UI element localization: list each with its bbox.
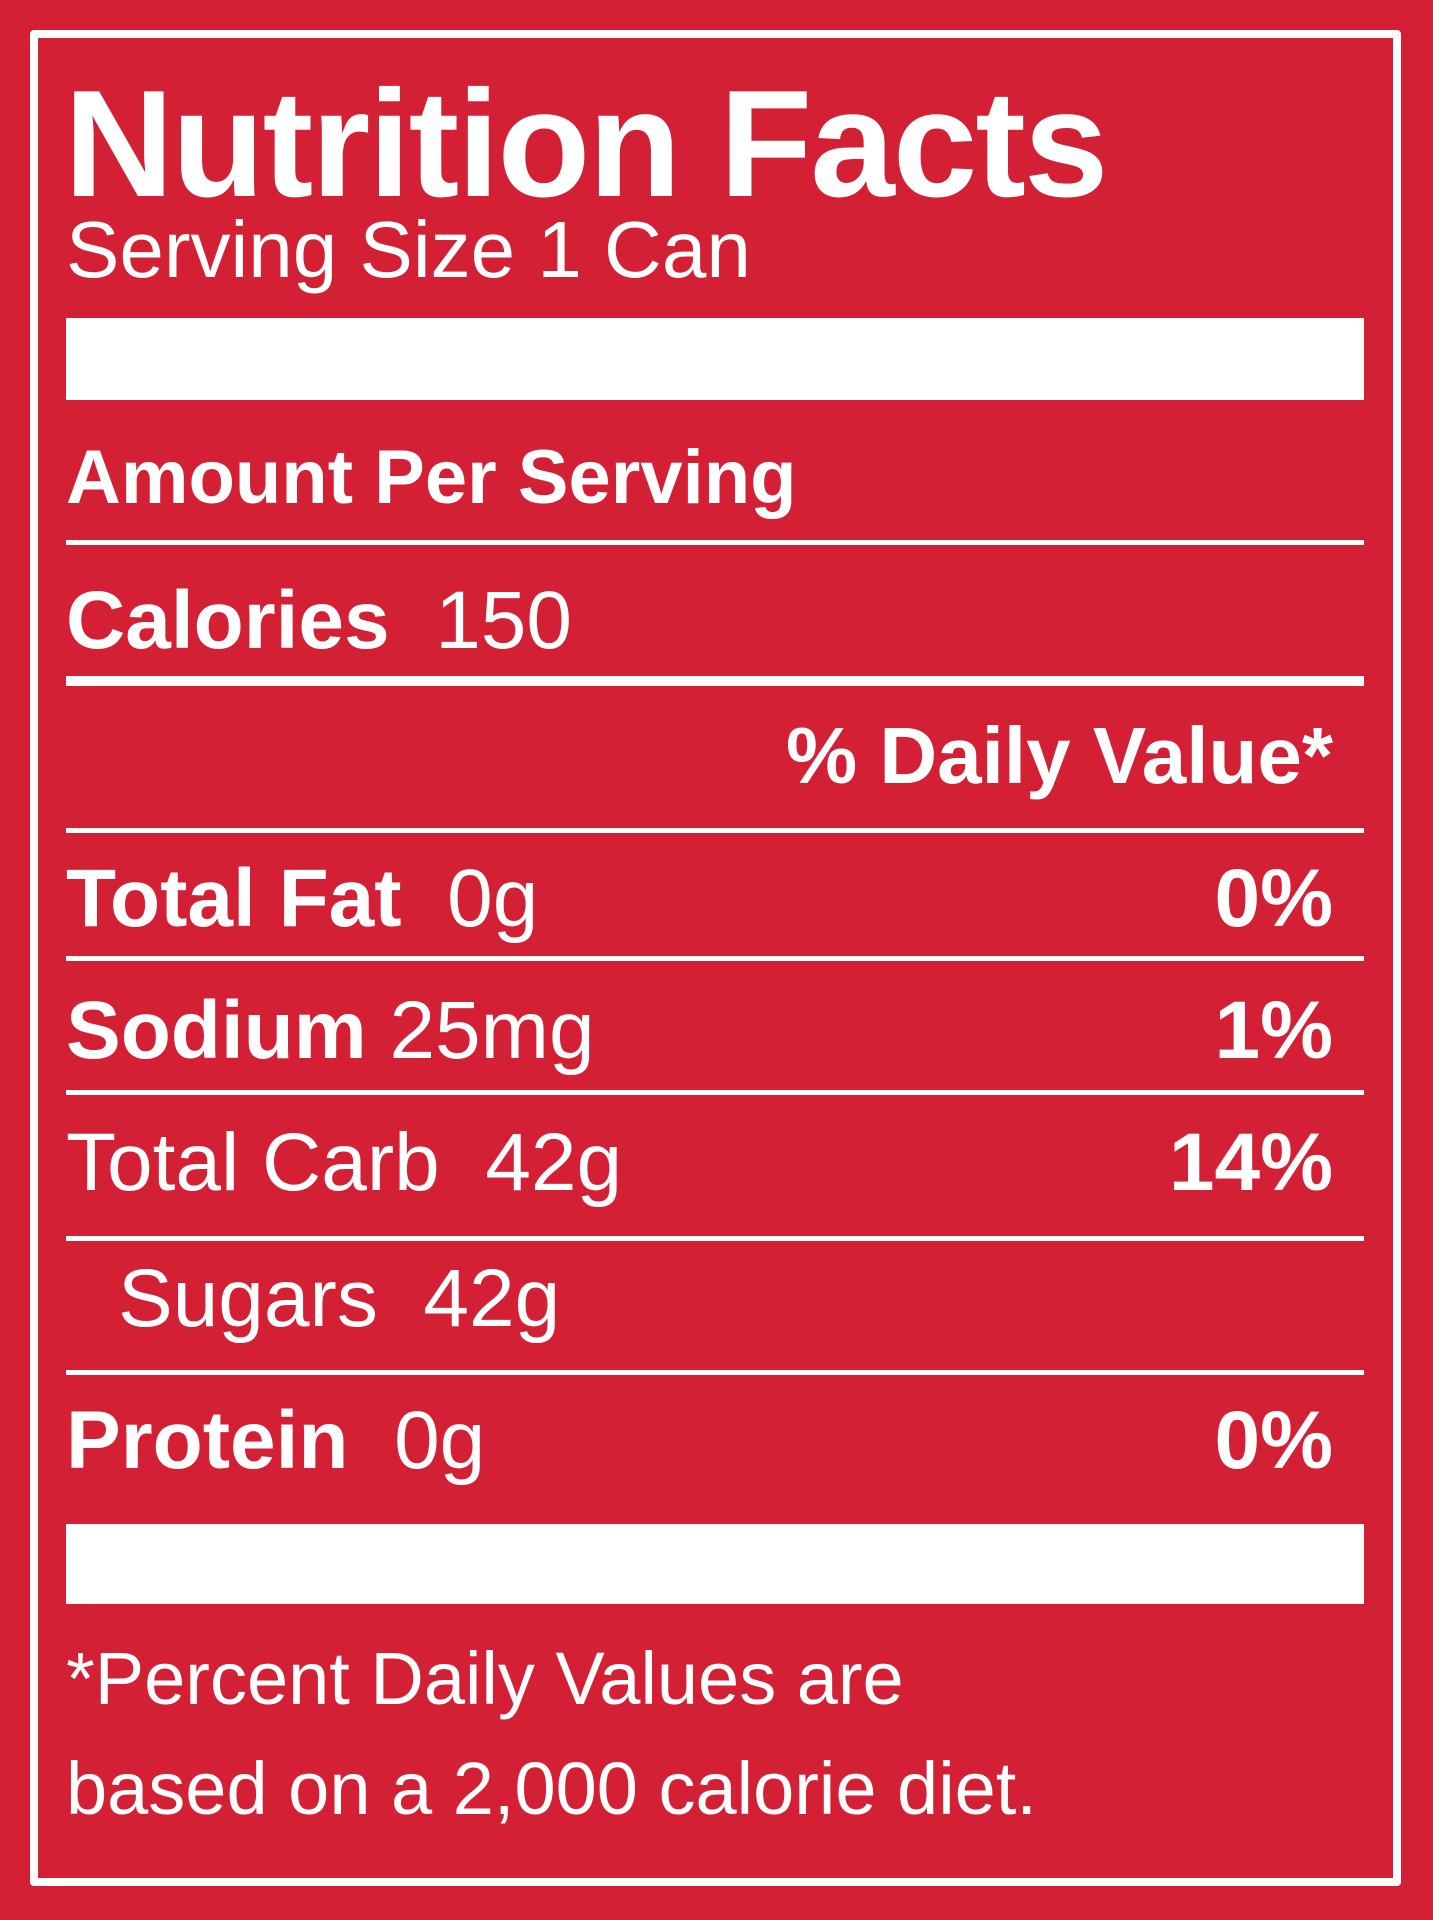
nutrient-name: Sugars: [118, 1253, 378, 1344]
nutrient-dv: 0%: [1214, 853, 1333, 944]
nutrient-amount: 25mg: [389, 985, 595, 1076]
nutrient-row-sugars: Sugars 42g: [118, 1258, 560, 1340]
thick-divider-bottom: [66, 1524, 1364, 1604]
nutrient-amount: 0g: [447, 853, 539, 944]
divider: [66, 1370, 1364, 1375]
nutrient-dv: 1%: [1214, 985, 1333, 1076]
label-title: Nutrition Facts: [64, 59, 1108, 229]
thick-divider-top: [66, 318, 1364, 400]
nutrient-dv: 0%: [1214, 1395, 1333, 1486]
serving-size: Serving Size 1 Can: [66, 205, 751, 294]
divider: [66, 676, 1364, 686]
label-border: [30, 30, 1401, 1886]
calories-row: Calories 150: [66, 580, 572, 662]
amount-per-serving: Amount Per Serving: [66, 435, 797, 520]
nutrient-name: Sodium: [66, 985, 367, 1076]
nutrient-name: Protein: [66, 1395, 349, 1486]
divider: [66, 956, 1364, 961]
nutrient-row-protein: Protein 0g: [66, 1400, 485, 1482]
nutrient-amount: 0g: [394, 1395, 486, 1486]
daily-value-header: % Daily Value*: [786, 711, 1333, 800]
calories-label: Calories: [66, 575, 390, 666]
nutrient-row-total-fat: Total Fat 0g: [66, 858, 538, 940]
nutrient-amount: 42g: [423, 1253, 561, 1344]
divider: [66, 540, 1364, 545]
footnote-line-1: *Percent Daily Values are: [66, 1637, 904, 1720]
nutrient-name: Total Fat: [66, 853, 402, 944]
divider: [66, 1236, 1364, 1241]
nutrient-dv: 14%: [1168, 1117, 1333, 1208]
divider: [66, 1090, 1364, 1095]
nutrient-amount: 42g: [485, 1117, 623, 1208]
nutrient-row-total-carb: Total Carb 42g: [66, 1122, 622, 1204]
nutrient-row-sodium: Sodium 25mg: [66, 990, 595, 1072]
footnote-line-2: based on a 2,000 calorie diet.: [66, 1747, 1037, 1830]
nutrient-name: Total Carb: [66, 1117, 440, 1208]
calories-value: 150: [435, 575, 573, 666]
divider: [66, 828, 1364, 833]
